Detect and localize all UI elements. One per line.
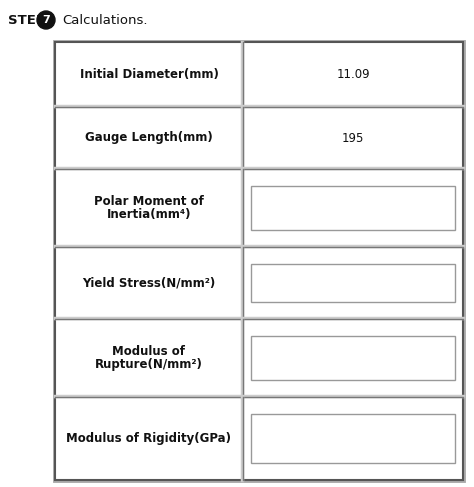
Bar [55,42,463,480]
Text: Calculations.: Calculations. [62,14,147,26]
Text: STEP: STEP [8,14,46,26]
Circle shape [37,11,55,29]
Bar [251,414,455,463]
Text: Modulus of Rigidity(GPa): Modulus of Rigidity(GPa) [66,432,231,445]
Text: 11.09: 11.09 [336,68,370,81]
Text: Gauge Length(mm): Gauge Length(mm) [85,131,213,145]
Text: Modulus of: Modulus of [112,345,185,358]
Text: Rupture(N/mm²): Rupture(N/mm²) [95,358,203,371]
Bar [251,336,455,380]
Text: Inertia(mm⁴): Inertia(mm⁴) [107,208,191,221]
Text: Initial Diameter(mm): Initial Diameter(mm) [80,68,219,81]
Bar [251,264,455,302]
Text: 7: 7 [42,15,50,25]
Bar [55,42,463,480]
Text: Yield Stress(N/mm²): Yield Stress(N/mm²) [82,277,216,289]
Bar [251,186,455,230]
Text: Polar Moment of: Polar Moment of [94,195,204,208]
Text: 195: 195 [342,131,364,145]
